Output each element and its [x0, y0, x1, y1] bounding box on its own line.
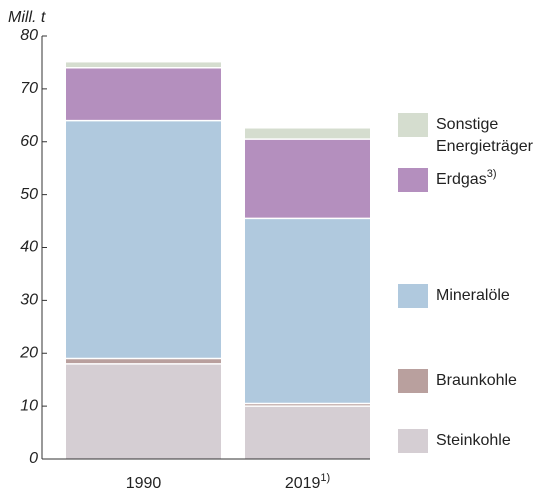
legend-swatch [398, 168, 428, 192]
y-tick-label: 20 [19, 344, 38, 361]
bar-segment [245, 406, 370, 459]
bar-segment [245, 403, 370, 407]
y-tick-label: 30 [20, 292, 38, 309]
legend-name: Sonstige Energieträger [436, 116, 534, 155]
y-axis-label: Mill. t [8, 9, 46, 26]
y-tick-label: 10 [20, 397, 38, 414]
bar-segment [245, 139, 370, 219]
bar-segment [66, 67, 221, 121]
bar-segment [66, 363, 221, 459]
category-label: 2019 [285, 475, 321, 491]
bar-segment [245, 218, 370, 404]
bar-segment [66, 120, 221, 359]
legend-label: Sonstige Energieträger [436, 116, 534, 155]
y-tick-label: 0 [29, 450, 38, 467]
y-tick-label: 40 [20, 239, 38, 256]
legend-swatch [398, 284, 428, 308]
y-tick-label: 50 [20, 186, 38, 203]
category-label: 1990 [126, 475, 162, 491]
y-tick-label: 60 [20, 133, 38, 150]
bar-segment [245, 128, 370, 140]
legend-name: Steinkohle [436, 432, 511, 449]
legend-name: Braunkohle [436, 372, 517, 389]
footnote-marker: 1) [320, 472, 330, 484]
bar-segment [66, 62, 221, 68]
x-tick-label: 1990 [126, 475, 162, 491]
legend-label: Mineralöle [436, 287, 510, 304]
legend-swatch [398, 429, 428, 453]
legend-label: Braunkohle [436, 372, 517, 389]
bar-segment [66, 358, 221, 364]
legend-line: Energieträger [436, 138, 534, 155]
legend-swatch [398, 369, 428, 393]
legend-label: Erdgas3) [436, 168, 496, 188]
legend-line: Sonstige [436, 116, 498, 133]
legend-name: Erdgas [436, 171, 487, 188]
footnote-marker: 3) [487, 168, 497, 180]
y-tick-label: 80 [20, 27, 38, 44]
x-tick-label: 20191) [285, 472, 330, 491]
legend-name: Mineralöle [436, 287, 510, 304]
y-tick-label: 70 [20, 80, 38, 97]
legend-swatch [398, 113, 428, 137]
legend-label: Steinkohle [436, 432, 511, 449]
